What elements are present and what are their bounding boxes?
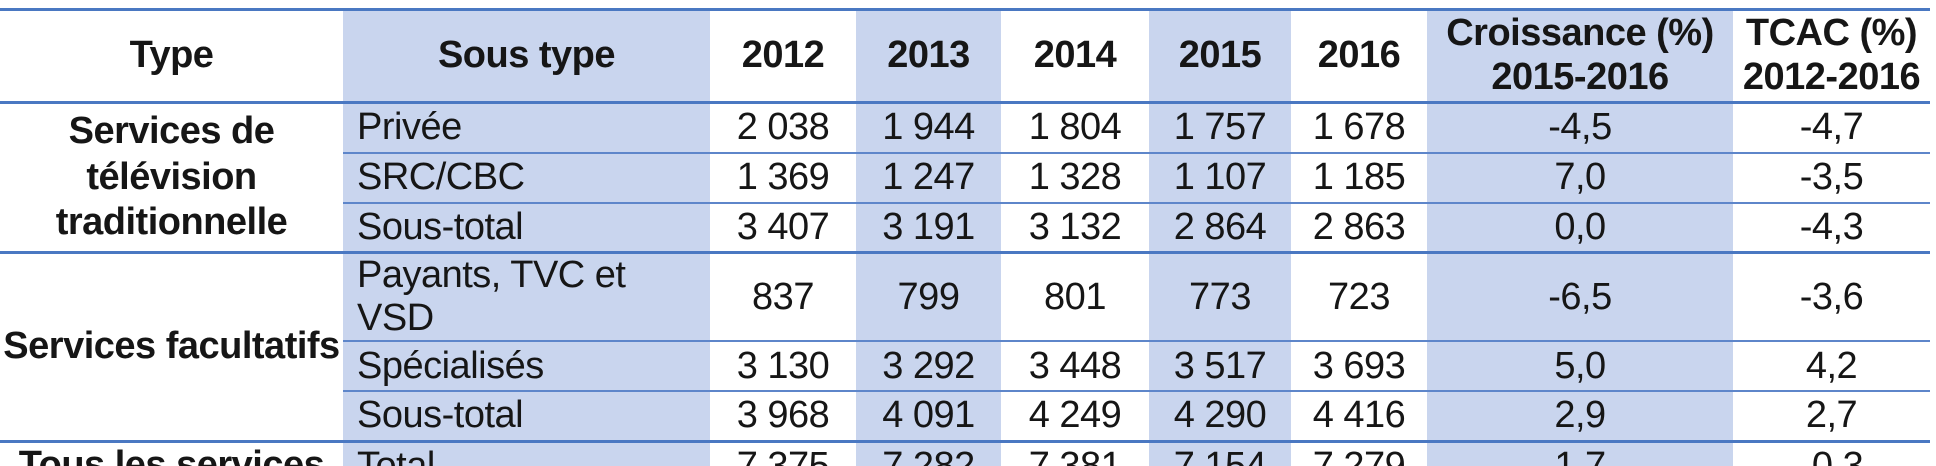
col-header-type: Type bbox=[0, 9, 343, 104]
table-row-sous-total-traditionnelle: Sous-total 3 407 3 191 3 132 2 864 2 863… bbox=[0, 202, 1930, 254]
value-cell: 4 416 bbox=[1291, 391, 1427, 443]
value-cell: 2,7 bbox=[1733, 391, 1930, 443]
value-cell: 837 bbox=[710, 252, 856, 342]
value-cell: 1 247 bbox=[856, 152, 1001, 204]
tcac-header-line1: TCAC (%) bbox=[1745, 12, 1918, 55]
sous-type-label: Sous-total bbox=[343, 391, 710, 443]
col-header-2014: 2014 bbox=[1001, 9, 1149, 104]
value-cell: 1 678 bbox=[1291, 102, 1427, 154]
value-cell: -4,7 bbox=[1733, 102, 1930, 154]
value-cell: 723 bbox=[1291, 252, 1427, 342]
sous-type-label: SRC/CBC bbox=[343, 152, 710, 204]
value-cell: 1 757 bbox=[1149, 102, 1291, 154]
col-header-sous-type: Sous type bbox=[343, 9, 710, 104]
value-cell: 1 107 bbox=[1149, 152, 1291, 204]
col-header-2012: 2012 bbox=[710, 9, 856, 104]
value-cell: -3,6 bbox=[1733, 252, 1930, 342]
croissance-header-line1: Croissance (%) bbox=[1446, 12, 1714, 55]
value-cell: 7 375 bbox=[736, 444, 830, 466]
value-cell: 4 290 bbox=[1149, 391, 1291, 443]
value-cell: 773 bbox=[1149, 252, 1291, 342]
group-label-tous-les-services: Tous les services bbox=[18, 444, 325, 466]
value-cell: 0,0 bbox=[1427, 202, 1733, 254]
value-cell: 3 407 bbox=[710, 202, 856, 254]
col-header-2015: 2015 bbox=[1149, 9, 1291, 104]
value-cell: -0,3 bbox=[1799, 444, 1864, 466]
value-cell: 1 804 bbox=[1001, 102, 1149, 154]
value-cell: 2 038 bbox=[710, 102, 856, 154]
sous-type-label: Privée bbox=[343, 102, 710, 154]
value-cell: 7 381 bbox=[1028, 444, 1122, 466]
value-cell: 3 968 bbox=[710, 391, 856, 443]
col-header-croissance: Croissance (%) 2015-2016 bbox=[1427, 9, 1733, 104]
croissance-header-line2: 2015-2016 bbox=[1491, 56, 1669, 98]
value-cell: 2 863 bbox=[1291, 202, 1427, 254]
group-label-television-traditionnelle: Services de télévision traditionnelle bbox=[0, 102, 343, 254]
sous-type-label: Total bbox=[357, 444, 435, 466]
value-cell: 7 279 bbox=[1312, 444, 1406, 466]
value-cell: 7 282 bbox=[882, 444, 975, 466]
value-cell: 801 bbox=[1001, 252, 1149, 342]
value-cell: 3 132 bbox=[1001, 202, 1149, 254]
value-cell: -4,5 bbox=[1427, 102, 1733, 154]
value-cell: 4 091 bbox=[856, 391, 1001, 443]
value-cell: 3 292 bbox=[856, 341, 1001, 392]
value-cell: 1 369 bbox=[710, 152, 856, 204]
value-cell: 3 693 bbox=[1291, 341, 1427, 392]
table-row-specialises: Spécialisés 3 130 3 292 3 448 3 517 3 69… bbox=[0, 341, 1930, 392]
table-row-payants: Services facultatifs Payants, TVC et VSD… bbox=[0, 252, 1930, 443]
header-row: Type Sous type 2012 2013 2014 2015 2016 … bbox=[0, 9, 1930, 104]
col-header-2013: 2013 bbox=[856, 9, 1001, 104]
value-cell: 3 448 bbox=[1001, 341, 1149, 392]
sous-type-label: Payants, TVC et VSD bbox=[343, 252, 710, 342]
group-label-services-facultatifs: Services facultatifs bbox=[0, 252, 343, 443]
value-cell: 4 249 bbox=[1001, 391, 1149, 443]
value-cell: 1 185 bbox=[1291, 152, 1427, 204]
table-row-sous-total-facultatifs: Sous-total 3 968 4 091 4 249 4 290 4 416… bbox=[0, 391, 1930, 443]
table-row-total: Tous les services Total 7 375 7 282 7 38… bbox=[0, 441, 1930, 466]
value-cell: 4,2 bbox=[1733, 341, 1930, 392]
value-cell: 2 864 bbox=[1149, 202, 1291, 254]
tcac-header-line2: 2012-2016 bbox=[1742, 56, 1921, 98]
value-cell: 1 944 bbox=[856, 102, 1001, 154]
sous-type-label: Sous-total bbox=[343, 202, 710, 254]
value-cell: 3 517 bbox=[1149, 341, 1291, 392]
value-cell: 2,9 bbox=[1427, 391, 1733, 443]
table-row-privee: Services de télévision traditionnelle Pr… bbox=[0, 102, 1930, 254]
value-cell: 5,0 bbox=[1427, 341, 1733, 392]
value-cell: -3,5 bbox=[1733, 152, 1930, 204]
value-cell: 1 328 bbox=[1001, 152, 1149, 204]
value-cell: 3 130 bbox=[710, 341, 856, 392]
value-cell: -4,3 bbox=[1733, 202, 1930, 254]
col-header-2016: 2016 bbox=[1291, 9, 1427, 104]
col-header-tcac: TCAC (%) 2012-2016 bbox=[1733, 9, 1930, 104]
value-cell: 1,7 bbox=[1554, 444, 1606, 466]
value-cell: 7 154 bbox=[1173, 444, 1267, 466]
table-row-src-cbc: SRC/CBC 1 369 1 247 1 328 1 107 1 185 7,… bbox=[0, 152, 1930, 204]
tv-services-revenue-table: Type Sous type 2012 2013 2014 2015 2016 … bbox=[0, 8, 1930, 466]
value-cell: 3 191 bbox=[856, 202, 1001, 254]
value-cell: -6,5 bbox=[1427, 252, 1733, 342]
value-cell: 799 bbox=[856, 252, 1001, 342]
sous-type-label: Spécialisés bbox=[343, 341, 710, 392]
value-cell: 7,0 bbox=[1427, 152, 1733, 204]
